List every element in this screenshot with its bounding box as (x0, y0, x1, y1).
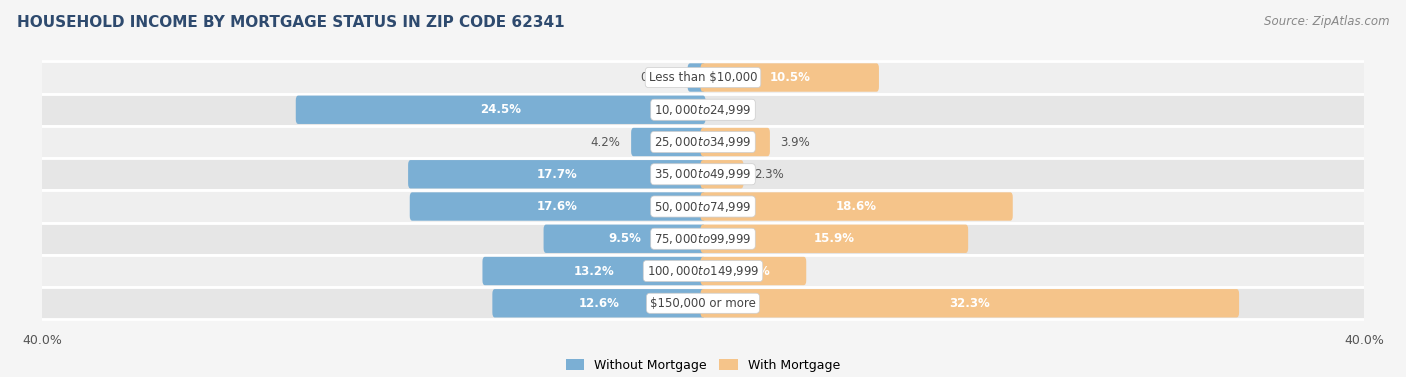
FancyBboxPatch shape (700, 160, 744, 188)
Text: 0.0%: 0.0% (716, 103, 745, 116)
FancyBboxPatch shape (408, 160, 706, 188)
Text: 0.78%: 0.78% (640, 71, 676, 84)
Bar (10, 93, 1396, 126)
Text: $35,000 to $49,999: $35,000 to $49,999 (654, 167, 752, 181)
Text: 12.6%: 12.6% (578, 297, 620, 310)
Text: HOUSEHOLD INCOME BY MORTGAGE STATUS IN ZIP CODE 62341: HOUSEHOLD INCOME BY MORTGAGE STATUS IN Z… (17, 15, 564, 30)
Text: $10,000 to $24,999: $10,000 to $24,999 (654, 103, 752, 117)
FancyBboxPatch shape (492, 289, 706, 317)
FancyBboxPatch shape (700, 192, 1012, 221)
FancyBboxPatch shape (295, 96, 706, 124)
Bar (10, 255, 1396, 287)
FancyBboxPatch shape (700, 128, 770, 156)
Text: 10.5%: 10.5% (769, 71, 810, 84)
Legend: Without Mortgage, With Mortgage: Without Mortgage, With Mortgage (561, 354, 845, 377)
Text: 18.6%: 18.6% (837, 200, 877, 213)
FancyBboxPatch shape (700, 225, 969, 253)
Text: 13.2%: 13.2% (574, 265, 614, 277)
Bar (10, 158, 1396, 190)
Text: Less than $10,000: Less than $10,000 (648, 71, 758, 84)
Text: $75,000 to $99,999: $75,000 to $99,999 (654, 232, 752, 246)
Text: 9.5%: 9.5% (607, 232, 641, 245)
Bar (10, 223, 1396, 255)
Bar (10, 61, 1396, 93)
FancyBboxPatch shape (409, 192, 706, 221)
Text: $50,000 to $74,999: $50,000 to $74,999 (654, 199, 752, 213)
Text: 24.5%: 24.5% (479, 103, 522, 116)
Text: 32.3%: 32.3% (949, 297, 990, 310)
Bar (10, 287, 1396, 319)
FancyBboxPatch shape (700, 289, 1239, 317)
FancyBboxPatch shape (688, 63, 706, 92)
FancyBboxPatch shape (700, 63, 879, 92)
FancyBboxPatch shape (482, 257, 706, 285)
Text: 6.1%: 6.1% (737, 265, 769, 277)
FancyBboxPatch shape (700, 257, 806, 285)
Text: $25,000 to $34,999: $25,000 to $34,999 (654, 135, 752, 149)
Text: Source: ZipAtlas.com: Source: ZipAtlas.com (1264, 15, 1389, 28)
Text: 2.3%: 2.3% (754, 168, 785, 181)
Text: $150,000 or more: $150,000 or more (650, 297, 756, 310)
Text: 4.2%: 4.2% (591, 135, 620, 149)
Bar (10, 190, 1396, 223)
Text: 17.6%: 17.6% (537, 200, 578, 213)
Text: 3.9%: 3.9% (780, 135, 810, 149)
Text: 17.7%: 17.7% (537, 168, 578, 181)
Bar (10, 126, 1396, 158)
FancyBboxPatch shape (631, 128, 706, 156)
Text: 15.9%: 15.9% (814, 232, 855, 245)
FancyBboxPatch shape (544, 225, 706, 253)
Text: $100,000 to $149,999: $100,000 to $149,999 (647, 264, 759, 278)
